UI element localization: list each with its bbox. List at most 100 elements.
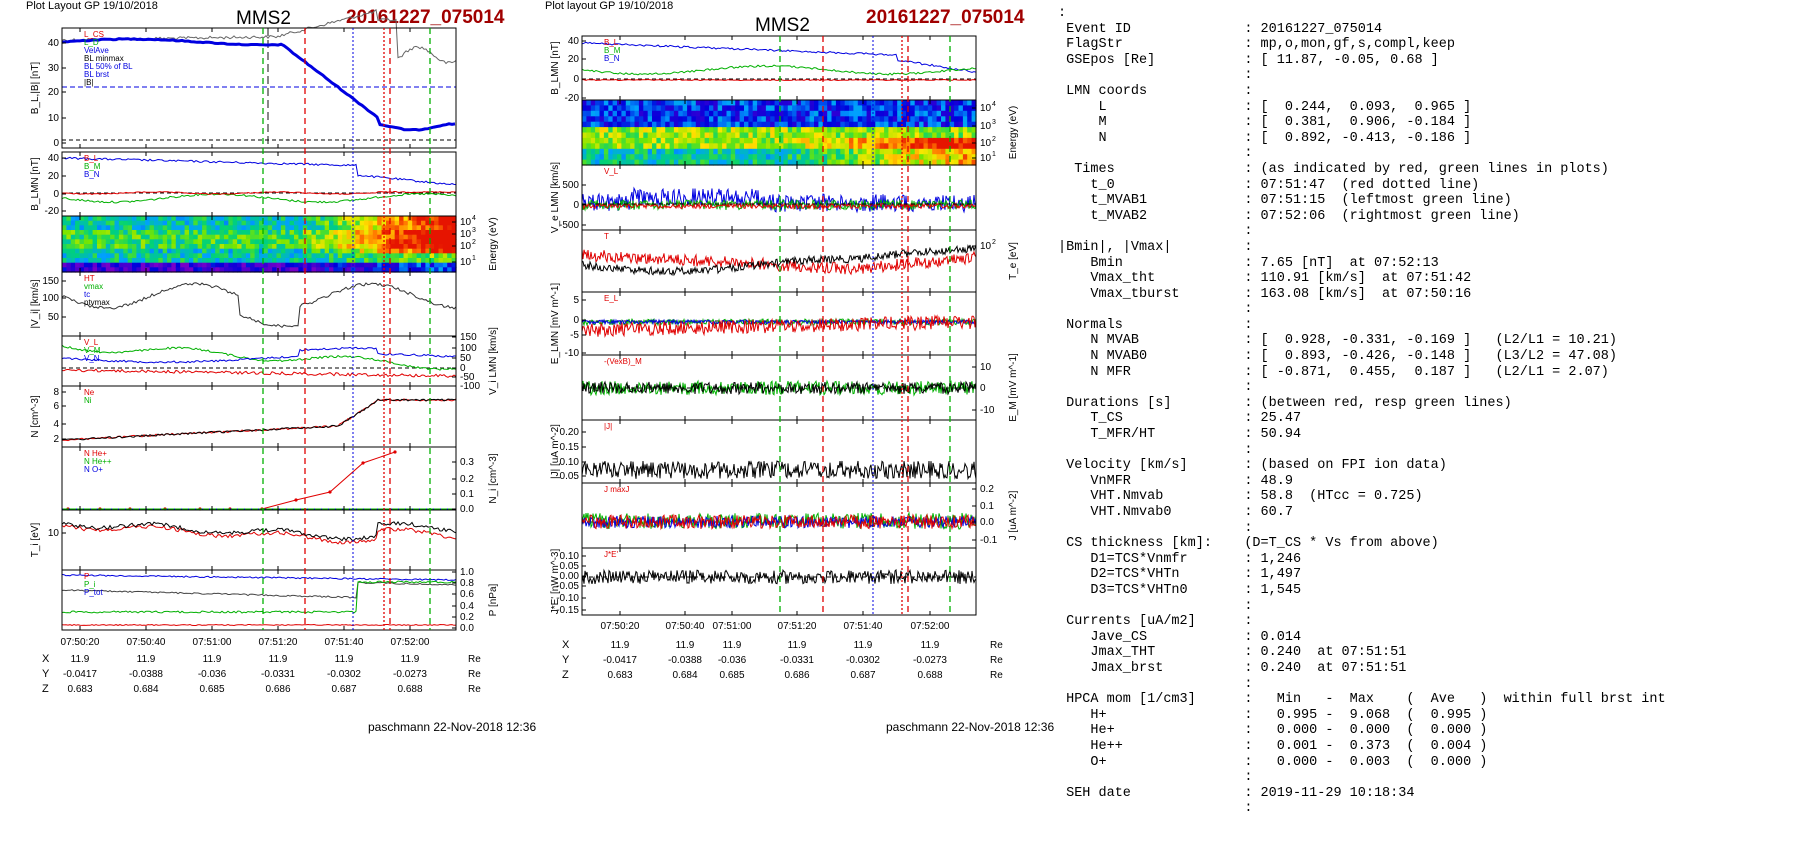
spectrogram-cell [866,105,872,112]
spectrogram-cell [809,110,815,117]
coord-value: 0.684 [672,670,697,681]
info-line: N : [ 0.892, -0.413, -0.186 ] [1058,130,1472,146]
spectrogram-cell [910,159,916,166]
spectrogram-cell [673,132,679,139]
spectrogram-cell [97,220,102,226]
spectrogram-cell [822,143,828,150]
spectrogram-cell [866,154,872,161]
spectrogram-cell [582,127,587,134]
y-tick-label: 0.10 [560,457,580,468]
spectrogram-cell [927,127,933,134]
y-tick-exp: 3 [472,227,476,234]
coord-axis-label: Y [562,654,570,666]
spectrogram-cell [590,143,596,150]
spectrogram-cell [779,143,784,150]
spectrogram-cell [879,105,885,112]
spectrogram-cell [748,159,754,166]
spectrogram-cell [608,143,614,150]
spectrogram-cell [796,137,802,144]
spectrogram-cell [735,116,741,123]
spectrogram-cell [390,244,396,250]
spectrogram-cell [857,159,863,166]
spectrogram-cell [673,105,679,112]
spectrogram-cell [280,216,286,222]
spectrogram-cell [342,216,348,222]
spectrogram-cell [228,253,234,259]
spectrogram-cell [184,220,190,226]
spectrogram-cell [206,230,212,236]
spectrogram-cell [180,216,186,222]
spectrogram-cell [224,258,229,264]
spectrogram-cell [787,100,793,106]
spectrogram-cell [228,258,234,264]
spectrogram-cell [840,132,846,139]
spectrogram-cell [774,105,780,112]
x-time-label: 07:50:20 [601,621,640,632]
spectrogram-cell [888,105,894,112]
spectrogram-cell [377,258,383,264]
spectrogram-cell [175,262,181,268]
spectrogram-cell [429,239,435,245]
spectrogram-cell [709,100,714,106]
spectrogram-cell [748,105,754,112]
spectrogram-cell [355,230,361,236]
spectrogram-cell [110,248,116,254]
spectrogram-cell [770,137,776,144]
spectrogram-cell [101,258,107,264]
spectrogram-cell [123,262,129,268]
spectrogram-cell [783,105,789,112]
spectrogram-cell [643,121,649,128]
spectrogram-cell [215,225,221,231]
spectrogram-cell [394,234,400,240]
panel-frame [61,151,457,217]
spectrogram-cell [827,143,833,150]
spectrogram-cell [180,267,186,273]
spectrogram-cell [586,143,592,150]
spectrogram-cell [919,143,925,150]
spectrogram-cell [337,239,343,245]
spectrogram-cell [158,216,164,222]
spectrogram-cell [835,159,841,166]
spectrogram-cell [757,127,763,134]
spectrogram-cell [149,244,155,250]
spectrogram-cell [342,220,348,226]
spectrogram-cell [140,267,146,273]
y-tick-label: -10 [565,348,580,359]
spectrogram-cell [862,154,868,161]
spectrogram-cell [695,100,701,106]
spectrogram-cell [630,159,636,166]
spectrogram-cell [197,244,203,250]
spectrogram-cell [844,110,850,117]
spectrogram-cell [171,220,177,226]
spectrogram-cell [831,100,837,106]
spectrogram-cell [722,121,728,128]
legend-entry: J*E' [604,550,618,559]
y-tick-exp: 1 [992,151,996,158]
spectrogram-cell [923,105,929,112]
legend-entry: V_N [84,354,100,363]
spectrogram-cell [399,262,405,268]
spectrogram-cell [673,110,679,117]
spectrogram-cell [700,148,706,155]
spectrogram-cell [88,216,94,222]
spectrogram-cell [665,143,671,150]
spectrogram-cell [92,216,98,222]
info-line: Velocity [km/s] : (based on FPI ion data… [1058,458,1447,474]
info-line: D3=TCS*VHTn0 : 1,545 [1058,582,1302,598]
spectrogram-cell [149,216,155,222]
spectrogram-cell [123,258,129,264]
spectrogram-cell [634,154,640,161]
spectrogram-cell [687,100,693,106]
spectrogram-cell [625,148,631,155]
spectrogram-cell [669,148,675,155]
spectrogram-cell [390,216,396,222]
mid-electron-spectrogram [582,100,977,166]
spectrogram-cell [774,148,780,155]
spectrogram-cell [180,248,186,254]
spectrogram-cell [372,239,378,245]
spectrogram-cell [945,127,951,134]
spectrogram-cell [114,244,120,250]
spectrogram-cell [105,248,111,254]
spectrogram-cell [259,225,264,231]
spectrogram-cell [805,159,811,166]
